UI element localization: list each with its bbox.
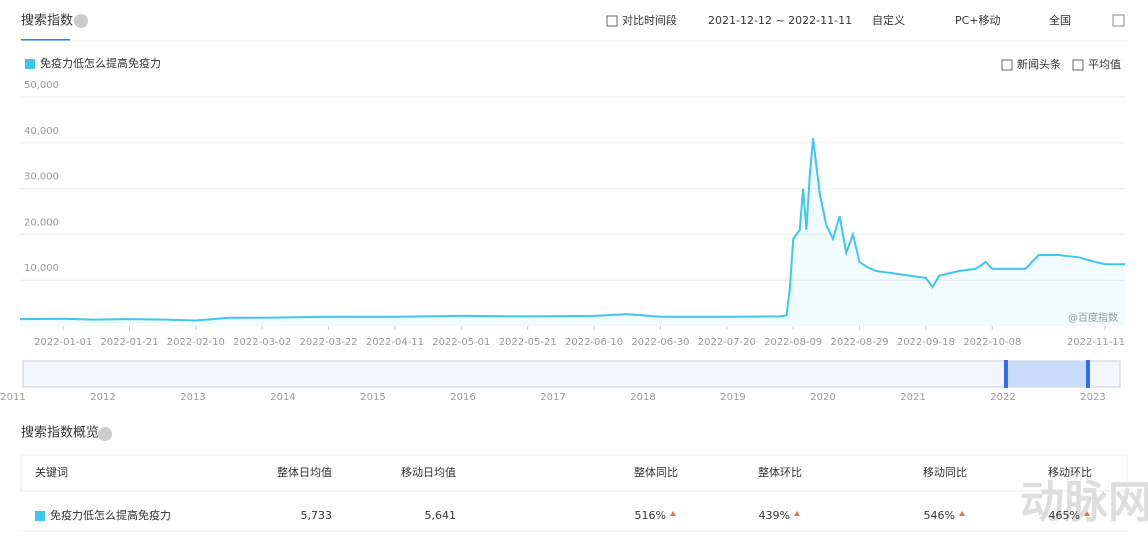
year-label: 2020: [810, 392, 835, 403]
slider-handle[interactable]: [1086, 360, 1090, 388]
tab[interactable]: 搜索指数: [21, 14, 73, 29]
table-cell: 546%: [924, 509, 955, 522]
table-header-cell: 关键词: [35, 465, 68, 479]
help-icon[interactable]: [98, 427, 112, 441]
x-tick-label: 2022-06-10: [565, 337, 623, 348]
news-toggle[interactable]: 新闻头条: [1017, 57, 1061, 71]
watermark: @百度指数: [1068, 311, 1118, 324]
y-tick-label: 50,000: [24, 80, 59, 91]
table-cell: 免疫力低怎么提高免疫力: [50, 508, 171, 522]
help-icon[interactable]: [74, 14, 88, 28]
x-tick-label: 2022-11-11: [1067, 337, 1125, 348]
x-tick-label: 2022-09-18: [897, 337, 955, 348]
year-label: 2018: [630, 392, 655, 403]
checkbox[interactable]: [1001, 59, 1013, 71]
x-tick-label: 2022-01-21: [100, 337, 158, 348]
x-tick-label: 2022-08-09: [764, 337, 822, 348]
y-tick-label: 10,000: [24, 263, 59, 274]
year-label: 2011: [0, 392, 25, 403]
table-header: [20, 454, 1128, 492]
checkbox[interactable]: [606, 15, 618, 27]
year-label: 2016: [450, 392, 475, 403]
x-tick-label: 2022-08-29: [830, 337, 888, 348]
x-tick-label: 2022-03-22: [300, 337, 358, 348]
region[interactable]: 全国: [1049, 13, 1071, 27]
mode[interactable]: 自定义: [872, 13, 905, 27]
x-tick-label: 2022-05-01: [432, 337, 490, 348]
year-label: 2014: [270, 392, 295, 403]
section-title: 搜索指数概览: [21, 425, 99, 441]
export-icon[interactable]: [1112, 14, 1125, 27]
y-tick-label: 40,000: [24, 126, 59, 137]
year-label: 2015: [360, 392, 385, 403]
x-tick-label: 2022-04-11: [366, 337, 424, 348]
year-label: 2023: [1080, 392, 1105, 403]
area: [20, 138, 1125, 326]
year-label: 2012: [90, 392, 115, 403]
x-tick-label: 2022-02-10: [167, 337, 225, 348]
table-cell: 516%: [635, 509, 666, 522]
slider-window[interactable]: [1007, 361, 1088, 387]
avg-toggle[interactable]: 平均值: [1088, 58, 1121, 71]
table-header-cell: 移动同比: [923, 466, 967, 479]
table-header-cell: 整体环比: [758, 465, 802, 479]
table-cell: 5,641: [425, 509, 457, 522]
legend-swatch: [25, 59, 35, 69]
device[interactable]: PC+移动: [955, 14, 1001, 27]
compare[interactable]: 对比时间段: [622, 13, 677, 27]
year-label: 2013: [180, 392, 205, 403]
table-header-cell: 移动日均值: [401, 466, 456, 479]
year-label: 2022: [990, 392, 1015, 403]
logo: 动脉网: [1020, 477, 1148, 528]
x-tick-label: 2022-01-01: [34, 337, 92, 348]
year-label: 2019: [720, 392, 745, 403]
table-cell: 465%: [1049, 509, 1080, 522]
year-label: 2021: [900, 392, 925, 403]
x-tick-label: 2022-10-08: [963, 337, 1021, 348]
x-tick-label: 2022-07-20: [698, 337, 756, 348]
y-tick-label: 20,000: [24, 217, 59, 228]
up-arrows: [670, 511, 1090, 516]
table-header-cell: 整体日均值: [277, 465, 332, 479]
table-header-cell: 移动环比: [1048, 466, 1092, 479]
x-tick-label: 2022-06-30: [631, 337, 689, 348]
table-header-cell: 整体同比: [634, 465, 678, 479]
y-tick-label: 30,000: [24, 172, 59, 183]
checkbox[interactable]: [1072, 59, 1084, 71]
x-tick-label: 2022-05-21: [499, 337, 557, 348]
line: [19, 138, 1125, 322]
table-cell: 5,733: [301, 509, 333, 522]
legend-label[interactable]: 免疫力低怎么提高免疫力: [40, 56, 161, 70]
table-cell: 439%: [759, 509, 790, 522]
date-range[interactable]: 2021-12-12 ~ 2022-11-11: [708, 14, 852, 27]
slider-handle[interactable]: [1004, 360, 1008, 388]
row-swatch: [35, 511, 45, 521]
year-label: 2017: [540, 392, 565, 403]
slider-track[interactable]: [22, 360, 1121, 388]
x-tick-label: 2022-03-02: [233, 337, 291, 348]
